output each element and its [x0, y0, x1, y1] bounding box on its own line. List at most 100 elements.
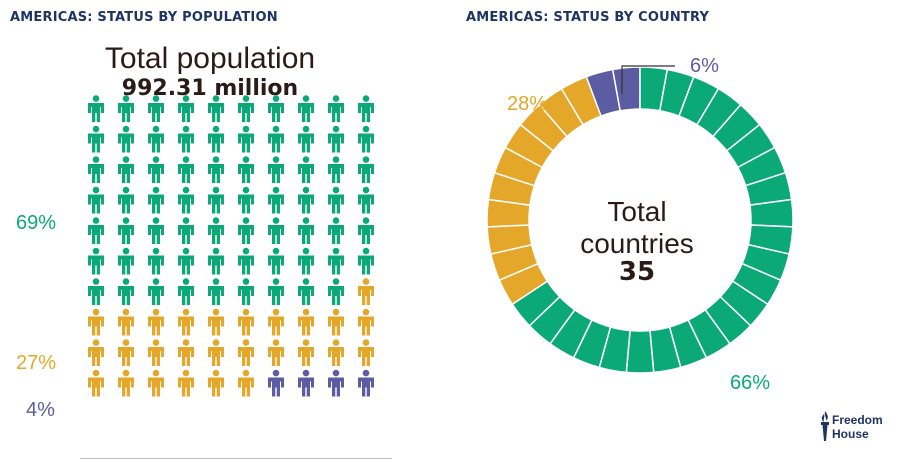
donut-segment [625, 329, 655, 374]
donut-percent-label: 66% [730, 372, 771, 394]
person-icon [208, 95, 224, 122]
person-icon [328, 369, 344, 397]
person-icon [118, 95, 134, 122]
person-icon [238, 339, 254, 366]
person-icon [208, 186, 224, 214]
person-icon [208, 308, 224, 336]
person-icon [298, 95, 314, 122]
donut-percent-label: 6% [690, 55, 719, 77]
person-icon [268, 278, 284, 305]
donut-percent-label: 28% [507, 93, 548, 115]
person-icon [118, 369, 134, 397]
person-icon [88, 308, 104, 336]
person-icon [118, 278, 134, 305]
person-icon [88, 278, 104, 305]
person-icon [358, 125, 374, 153]
person-icon [118, 339, 134, 366]
person-icon [298, 247, 314, 275]
person-icon [358, 156, 374, 183]
person-icon [328, 247, 344, 275]
person-icon [238, 186, 254, 214]
person-icon [358, 217, 374, 244]
person-icon [148, 339, 164, 366]
person-icon [208, 217, 224, 244]
person-icon [178, 339, 194, 366]
person-icon [208, 339, 224, 366]
person-icon [178, 95, 194, 122]
person-icon [298, 156, 314, 183]
person-icon [88, 247, 104, 275]
person-icon [268, 247, 284, 275]
torch-icon [821, 411, 829, 441]
person-icon [88, 217, 104, 244]
population-icon-array [88, 95, 374, 397]
donut-segment [749, 198, 794, 228]
person-icon [328, 308, 344, 336]
person-icon [328, 186, 344, 214]
person-icon [358, 308, 374, 336]
logo-text: Freedom [832, 413, 883, 427]
leader-line [621, 65, 675, 94]
person-icon [208, 369, 224, 397]
person-icon [178, 308, 194, 336]
person-icon [268, 217, 284, 244]
person-icon [208, 278, 224, 305]
population-percent-label: 4% [26, 399, 55, 421]
person-icon [328, 95, 344, 122]
person-icon [298, 339, 314, 366]
logo-text: House [832, 427, 869, 441]
person-icon [118, 125, 134, 153]
person-icon [178, 156, 194, 183]
person-icon [118, 156, 134, 183]
person-icon [118, 247, 134, 275]
person-icon [238, 308, 254, 336]
person-icon [208, 247, 224, 275]
freedom-house-logo: Freedom House [818, 410, 894, 450]
person-icon [268, 156, 284, 183]
person-icon [178, 186, 194, 214]
person-icon [148, 247, 164, 275]
person-icon [178, 217, 194, 244]
person-icon [88, 125, 104, 153]
person-icon [148, 156, 164, 183]
total-population-label: Total population [104, 42, 316, 75]
person-icon [148, 369, 164, 397]
person-icon [238, 369, 254, 397]
population-percent-label: 27% [16, 352, 57, 374]
person-icon [178, 369, 194, 397]
person-icon [148, 217, 164, 244]
person-icon [238, 278, 254, 305]
person-icon [208, 156, 224, 183]
total-population-value: 992.31 million [121, 76, 299, 101]
person-icon [88, 186, 104, 214]
person-icon [118, 217, 134, 244]
person-icon [298, 217, 314, 244]
person-icon [238, 156, 254, 183]
person-icon [208, 125, 224, 153]
population-chart-title: AMERICAS: STATUS BY POPULATION [10, 10, 278, 25]
person-icon [88, 339, 104, 366]
person-icon [118, 308, 134, 336]
person-icon [328, 339, 344, 366]
population-percent-label: 69% [16, 212, 57, 234]
person-icon [268, 339, 284, 366]
person-icon [88, 95, 104, 122]
person-icon [148, 278, 164, 305]
person-icon [148, 308, 164, 336]
person-icon [238, 125, 254, 153]
person-icon [328, 278, 344, 305]
person-icon [358, 95, 374, 122]
person-icon [148, 186, 164, 214]
person-icon [88, 369, 104, 397]
donut-segment [560, 75, 602, 126]
country-donut-chart [486, 65, 794, 374]
person-icon [358, 186, 374, 214]
person-icon [268, 125, 284, 153]
person-icon [358, 278, 374, 305]
donut-center-label: countries [580, 228, 694, 259]
person-icon [88, 156, 104, 183]
person-icon [238, 95, 254, 122]
person-icon [268, 369, 284, 397]
donut-center-label: Total [607, 196, 667, 227]
person-icon [178, 125, 194, 153]
